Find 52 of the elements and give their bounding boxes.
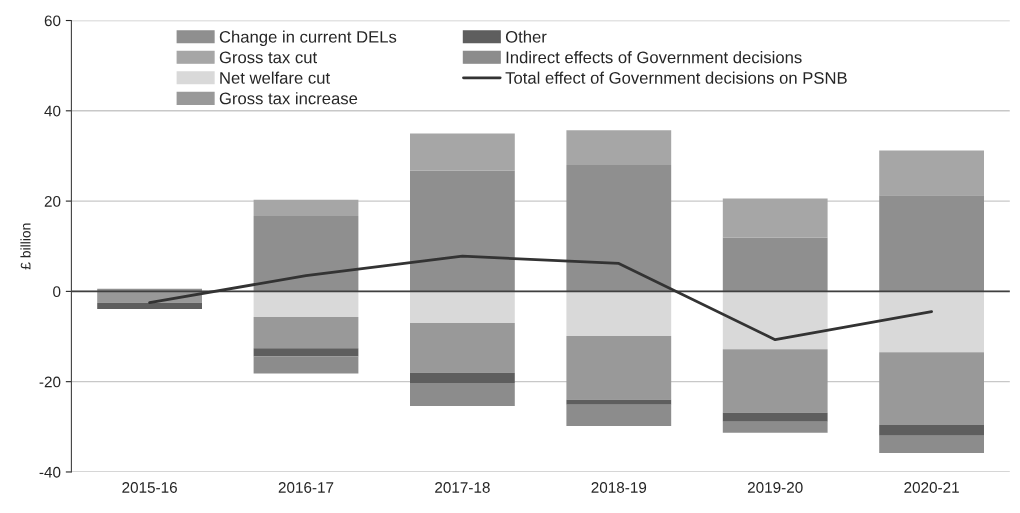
bar [410,133,515,171]
bar [879,195,984,292]
legend-label: Indirect effects of Government decisions [506,51,802,64]
bar [722,421,828,433]
bar [566,336,672,400]
bar [253,291,359,318]
x-tick-label: 2019-20 [747,482,803,493]
bar [253,356,359,374]
bar [410,291,515,323]
x-tick-label: 2015-16 [122,482,177,493]
bar [722,198,828,238]
bar [410,170,515,292]
bar [410,372,515,384]
bar [97,302,202,309]
bar [566,399,672,405]
bar [566,291,672,337]
bar [722,412,828,422]
bar [253,215,359,292]
y-axis-title: £ billion [20,223,31,270]
x-tick-label: 2016-17 [278,482,334,493]
bar [566,130,672,165]
legend-label: Other [505,30,547,43]
y-tick-label: -20 [39,376,61,388]
bar [879,425,984,436]
bar [879,352,984,426]
bar [722,349,828,413]
bar [879,291,984,353]
bar [722,291,828,350]
legend-label: Change in current DELs [219,30,397,47]
bar [253,348,359,357]
x-tick-label: 2017-18 [435,482,490,493]
bar [566,404,672,426]
bar [253,317,359,349]
legend-label: Net welfare cut [220,71,330,84]
y-tick-label: -40 [39,466,61,478]
legend-label: Total effect of Government decisions on PSNB [505,71,847,84]
legend-label: Gross tax cut [219,51,318,64]
bar [879,150,984,196]
bar [566,164,672,292]
y-tick-label: 0 [53,286,61,298]
legend-label: Gross tax increase [219,92,358,105]
x-tick-label: 2018-19 [591,482,647,493]
bar [253,199,359,216]
x-tick-label: 2020-21 [904,482,959,493]
bar [410,383,515,407]
bar [879,435,984,453]
bar [722,237,828,292]
line-series [148,254,933,342]
y-tick-label: 60 [44,15,61,27]
y-tick-label: 20 [44,195,61,207]
bar [410,322,515,373]
y-tick-label: 40 [44,105,61,117]
